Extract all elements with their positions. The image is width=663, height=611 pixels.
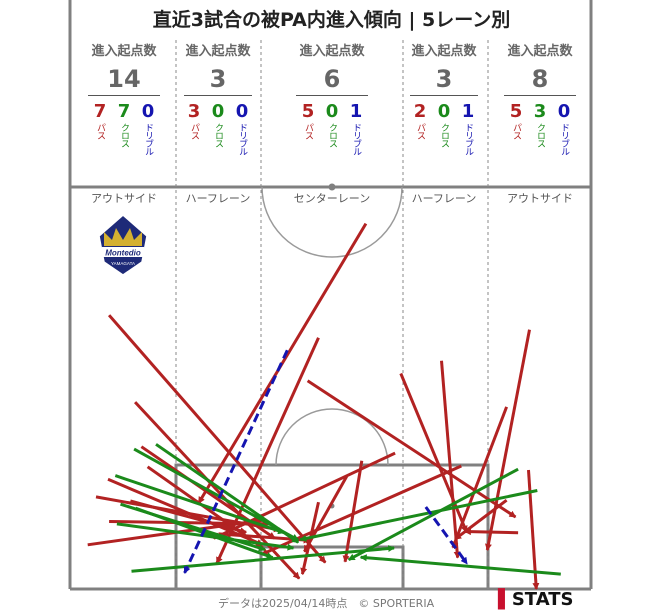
lane-total: 3 <box>184 65 252 96</box>
lane-header: 進入起点数 <box>411 44 477 59</box>
pass-arrow <box>399 372 468 533</box>
lane-header: 進入起点数 <box>507 44 573 59</box>
cross-count: 0 クロス <box>437 101 451 148</box>
penalty-arc <box>275 408 389 466</box>
pass-arrow <box>451 406 509 549</box>
lane-total: 6 <box>296 65 368 96</box>
lane-stats: 進入起点数 6 5 パス 0 クロス 1 ドリブル <box>296 40 368 155</box>
lane-name: ハーフレーン <box>411 192 477 205</box>
svg-text:YAMAGATA: YAMAGATA <box>111 261 135 266</box>
dribble-arrow <box>183 349 289 574</box>
lane-name: アウトサイド <box>91 192 157 205</box>
pass-arrow <box>463 528 519 536</box>
pass-arrow <box>454 499 508 541</box>
pass-count: 5 パス <box>301 101 315 140</box>
pass-count: 5 パス <box>509 101 523 140</box>
dribble-count: 0 ドリブル <box>141 101 155 156</box>
lane-name: センターレーン <box>293 192 371 205</box>
lane-stats: 進入起点数 14 7 パス 7 クロス 0 ドリブル <box>88 40 160 155</box>
pass-arrow <box>527 469 540 590</box>
lane-total: 14 <box>88 65 160 96</box>
cross-count: 3 クロス <box>533 101 547 148</box>
lane-header: 進入起点数 <box>91 44 157 59</box>
cross-arrow <box>299 489 538 542</box>
pass-arrow <box>212 451 396 540</box>
pass-arrow <box>107 314 327 564</box>
stats-brand: ▌STATS <box>498 589 573 610</box>
pass-arrow <box>215 337 320 565</box>
cross-arrow <box>359 554 561 576</box>
pass-count: 7 パス <box>93 101 107 140</box>
pass-count: 2 パス <box>413 101 427 140</box>
stats-mark-icon: ▌ <box>498 589 512 610</box>
dribble-count: 1 ドリブル <box>349 101 363 156</box>
pass-arrow <box>484 329 531 551</box>
cross-count: 7 クロス <box>117 101 131 148</box>
cross-count: 0 クロス <box>211 101 225 148</box>
cross-arrow <box>133 447 300 542</box>
lane-header: 進入起点数 <box>185 44 251 59</box>
lane-total: 8 <box>504 65 576 96</box>
dribble-count: 0 ドリブル <box>557 101 571 156</box>
center-spot <box>328 183 336 191</box>
dribble-count: 0 ドリブル <box>235 101 249 156</box>
pass-arrow <box>342 460 364 563</box>
lane-total: 3 <box>410 65 478 96</box>
cross-arrow <box>347 467 519 562</box>
stats-text: STATS <box>511 589 574 610</box>
cross-arrow <box>116 522 295 551</box>
cross-arrow <box>114 474 286 535</box>
arrows-layer <box>87 222 561 590</box>
lane-stats: 進入起点数 3 2 パス 0 クロス 1 ドリブル <box>410 40 478 155</box>
pitch-lines <box>68 0 593 591</box>
pass-arrow <box>260 464 462 556</box>
lane-name: アウトサイド <box>507 192 573 205</box>
svg-text:Montedio: Montedio <box>105 249 141 258</box>
chart-title: 直近3試合の被PA内進入傾向 | 5レーン別 <box>152 9 511 31</box>
dribble-count: 1 ドリブル <box>461 101 475 156</box>
pass-arrow <box>306 379 517 519</box>
cross-count: 0 クロス <box>325 101 339 148</box>
pass-arrow <box>440 360 461 559</box>
lane-stats: 進入起点数 3 3 パス 0 クロス 0 ドリブル <box>184 40 252 155</box>
footer-note: データは2025/04/14時点 © SPORTERIA <box>218 597 435 610</box>
dribble-arrow <box>424 506 469 565</box>
pass-arrow <box>130 499 248 535</box>
cross-arrow <box>131 545 396 573</box>
pass-count: 3 パス <box>187 101 201 140</box>
pass-arrow <box>197 222 368 504</box>
lane-header: 進入起点数 <box>299 44 365 59</box>
center-circle <box>261 186 403 258</box>
lane-name: ハーフレーン <box>185 192 251 205</box>
lane-stats: 進入起点数 8 5 パス 3 クロス 0 ドリブル <box>504 40 576 155</box>
team-logo: Montedio YAMAGATA <box>98 214 148 280</box>
